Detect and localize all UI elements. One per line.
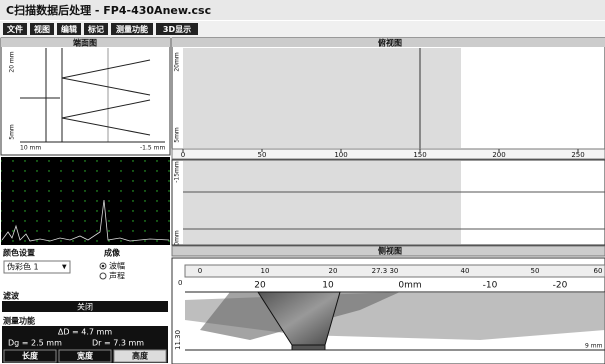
axis-tick-label: 150	[413, 151, 426, 159]
radio[interactable]	[100, 273, 106, 279]
color-heading: 颜色设置	[3, 248, 35, 258]
offset-label: -20	[553, 281, 568, 291]
offset-label: -10	[483, 281, 498, 291]
ruler-label: 20	[329, 267, 338, 275]
ruler-label: 60	[594, 267, 603, 275]
offset-label: 20	[254, 281, 266, 291]
measure-button-label: 高度	[132, 351, 149, 361]
side-view-label: -15mm	[174, 161, 181, 183]
menu-label: 视图	[34, 24, 50, 34]
top-view-scan	[183, 48, 461, 148]
ruler-label: 50	[531, 267, 540, 275]
side-view-title: 侧视图	[378, 246, 402, 256]
section-depth: 11.30	[174, 330, 182, 350]
section-zero: 0	[178, 279, 182, 287]
imaging-heading: 成像	[104, 248, 121, 258]
axis-tick-label: 0	[181, 151, 185, 159]
window-title: C扫描数据后处理 - FP4-430Anew.csc	[6, 3, 211, 17]
axis-tick-label: 250	[571, 151, 584, 159]
filter-heading: 滤波	[3, 291, 20, 301]
end-view-label: 10 mm	[20, 145, 41, 152]
end-view-label: -1.5 mm	[140, 145, 165, 152]
end-view-label: 5mm	[9, 124, 16, 140]
measure-heading: 测量功能	[3, 316, 35, 326]
top-view-title: 俯视图	[378, 38, 402, 48]
axis-tick-label: 200	[492, 151, 505, 159]
radio-label[interactable]: 波幅	[109, 261, 125, 271]
side-view-scan	[183, 161, 461, 244]
end-view-label: 20 mm	[9, 51, 16, 72]
offset-label: 10	[322, 281, 334, 291]
top-view-axis	[172, 149, 605, 159]
section-marker: 9 mm	[585, 343, 603, 350]
weld-root	[292, 345, 325, 350]
measure-dr: Dr = 7.3 mm	[92, 339, 144, 348]
ruler-label: 0	[198, 267, 202, 275]
a-scan-grid	[1, 157, 170, 245]
app-window: C扫描数据后处理 - FP4-430Anew.csc 文件视图编辑标记测量功能3…	[0, 0, 605, 364]
top-view-label: 20mm	[174, 52, 181, 71]
ruler-label: 40	[461, 267, 470, 275]
menu-label: 3D显示	[163, 25, 191, 34]
radio-label[interactable]: 声程	[109, 271, 125, 281]
measure-button-label: 长度	[22, 351, 39, 361]
menu-label: 编辑	[61, 24, 77, 34]
ruler-label: 10	[261, 267, 270, 275]
end-view-panel	[1, 38, 170, 155]
axis-tick-label: 100	[334, 151, 347, 159]
measure-delta: ΔD = 4.7 mm	[58, 328, 112, 337]
ruler-label: 27.3 30	[372, 267, 399, 275]
dropdown-arrow: ▼	[62, 264, 67, 271]
offset-label: 0mm	[398, 281, 421, 291]
palette-value: 伪彩色 1	[7, 262, 39, 272]
top-view-label: 5mm	[174, 127, 181, 143]
radio-dot	[102, 265, 105, 268]
menu-label: 标记	[87, 24, 104, 34]
measure-dg: Dg = 2.5 mm	[8, 339, 62, 348]
end-view-title: 端面图	[73, 38, 97, 48]
side-view-label: 0mm	[174, 230, 181, 246]
menu-label: 文件	[7, 24, 23, 34]
menu-label: 测量功能	[116, 24, 148, 34]
filter-value: 关闭	[77, 302, 93, 312]
axis-tick-label: 50	[258, 151, 267, 159]
measure-button-label: 宽度	[76, 351, 94, 361]
